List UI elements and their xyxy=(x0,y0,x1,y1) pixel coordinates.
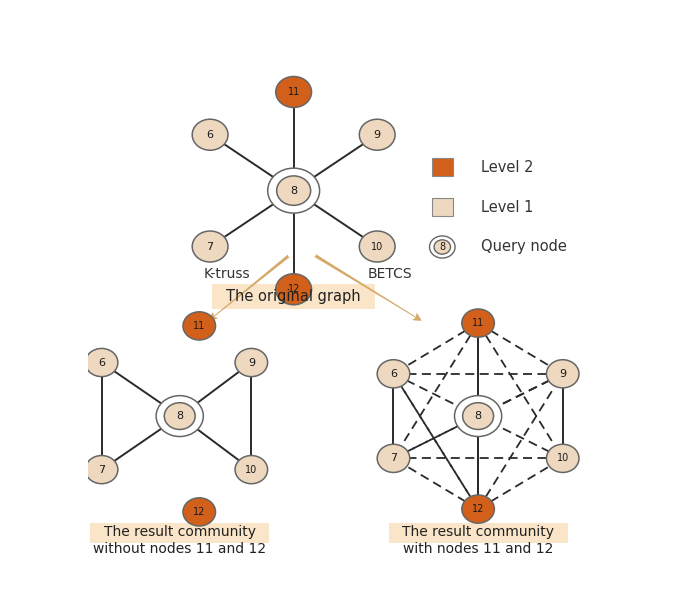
Circle shape xyxy=(430,236,455,258)
Circle shape xyxy=(276,176,311,206)
Text: 10: 10 xyxy=(245,465,258,475)
FancyBboxPatch shape xyxy=(432,198,453,216)
Text: Query node: Query node xyxy=(481,240,567,254)
Text: 7: 7 xyxy=(390,453,397,464)
Circle shape xyxy=(462,309,494,337)
Text: 6: 6 xyxy=(206,130,214,140)
Circle shape xyxy=(547,360,579,388)
Text: The result community
without nodes 11 and 12: The result community without nodes 11 an… xyxy=(93,525,266,556)
Circle shape xyxy=(235,348,267,376)
Text: 8: 8 xyxy=(475,411,482,421)
Circle shape xyxy=(276,274,312,305)
Circle shape xyxy=(156,396,203,437)
Text: 10: 10 xyxy=(556,453,569,464)
Text: 11: 11 xyxy=(288,87,300,97)
Circle shape xyxy=(434,240,451,254)
Text: 12: 12 xyxy=(193,507,205,517)
FancyBboxPatch shape xyxy=(432,158,453,176)
Circle shape xyxy=(463,403,494,429)
Text: 7: 7 xyxy=(206,242,214,251)
Text: K-truss: K-truss xyxy=(204,267,251,281)
Text: Level 2: Level 2 xyxy=(481,160,533,174)
Circle shape xyxy=(377,444,409,473)
Text: 8: 8 xyxy=(290,185,298,196)
Text: 12: 12 xyxy=(288,284,300,294)
Circle shape xyxy=(85,348,118,376)
Text: The result community
with nodes 11 and 12: The result community with nodes 11 and 1… xyxy=(402,525,554,556)
Text: 8: 8 xyxy=(439,242,445,252)
Text: 12: 12 xyxy=(472,504,484,514)
FancyBboxPatch shape xyxy=(90,523,270,558)
Text: 10: 10 xyxy=(371,242,384,251)
Circle shape xyxy=(164,403,195,429)
Circle shape xyxy=(547,444,579,473)
Text: 11: 11 xyxy=(193,321,205,331)
Circle shape xyxy=(377,360,409,388)
Text: 9: 9 xyxy=(559,369,566,379)
Circle shape xyxy=(183,312,216,340)
Circle shape xyxy=(235,456,267,484)
FancyBboxPatch shape xyxy=(389,523,568,558)
Text: 11: 11 xyxy=(472,318,484,328)
Circle shape xyxy=(193,119,228,150)
Text: 9: 9 xyxy=(248,357,255,368)
Text: BETCS: BETCS xyxy=(368,267,412,281)
Circle shape xyxy=(276,76,312,107)
Text: 9: 9 xyxy=(374,130,381,140)
Circle shape xyxy=(359,231,395,262)
Circle shape xyxy=(454,396,502,437)
Circle shape xyxy=(85,456,118,484)
Circle shape xyxy=(462,495,494,523)
Text: 7: 7 xyxy=(98,465,105,475)
Circle shape xyxy=(267,168,320,213)
Text: 6: 6 xyxy=(98,357,105,368)
Circle shape xyxy=(183,498,216,526)
Circle shape xyxy=(359,119,395,150)
Text: 6: 6 xyxy=(390,369,397,379)
FancyBboxPatch shape xyxy=(212,284,375,309)
Circle shape xyxy=(193,231,228,262)
Text: Level 1: Level 1 xyxy=(481,199,533,215)
Text: 8: 8 xyxy=(176,411,183,421)
Text: The original graph: The original graph xyxy=(226,289,361,304)
